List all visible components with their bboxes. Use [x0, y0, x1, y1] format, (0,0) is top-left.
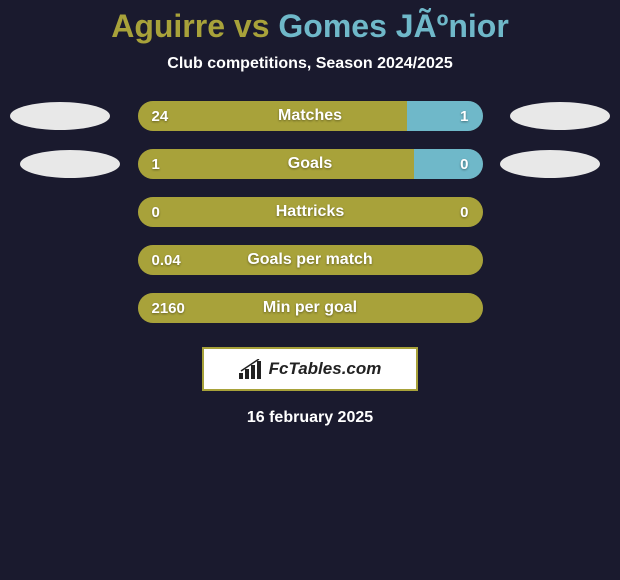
player2-ellipse-icon: [510, 102, 610, 130]
player1-ellipse-icon: [10, 102, 110, 130]
player1-ellipse-icon: [20, 150, 120, 178]
stat-row: 2160Min per goal: [0, 293, 620, 323]
stat-label: Min per goal: [138, 293, 483, 323]
vs-text: vs: [225, 8, 278, 44]
player2-ellipse-icon: [500, 150, 600, 178]
stat-bar: 2160Min per goal: [138, 293, 483, 323]
page-title: Aguirre vs Gomes JÃºnior: [0, 8, 620, 45]
stat-label: Goals per match: [138, 245, 483, 275]
stat-label: Hattricks: [138, 197, 483, 227]
stat-bar: 00Hattricks: [138, 197, 483, 227]
stat-bar: 10Goals: [138, 149, 483, 179]
stat-row: 00Hattricks: [0, 197, 620, 227]
player1-name: Aguirre: [111, 8, 225, 44]
stat-rows: 241Matches 10Goals 00Hattricks 0.04Goals pe…: [0, 101, 620, 323]
stat-row: 0.04Goals per match: [0, 245, 620, 275]
brand-text: FcTables.com: [269, 359, 382, 379]
bar-chart-icon: [239, 359, 263, 379]
stat-label: Matches: [138, 101, 483, 131]
brand-box[interactable]: FcTables.com: [202, 347, 418, 391]
comparison-card: Aguirre vs Gomes JÃºnior Club competitio…: [0, 0, 620, 427]
stat-label: Goals: [138, 149, 483, 179]
stat-row: 241Matches: [0, 101, 620, 131]
player2-name: Gomes JÃºnior: [278, 8, 508, 44]
stat-bar: 0.04Goals per match: [138, 245, 483, 275]
stat-bar: 241Matches: [138, 101, 483, 131]
subtitle: Club competitions, Season 2024/2025: [0, 55, 620, 73]
date: 16 february 2025: [0, 409, 620, 427]
stat-row: 10Goals: [0, 149, 620, 179]
